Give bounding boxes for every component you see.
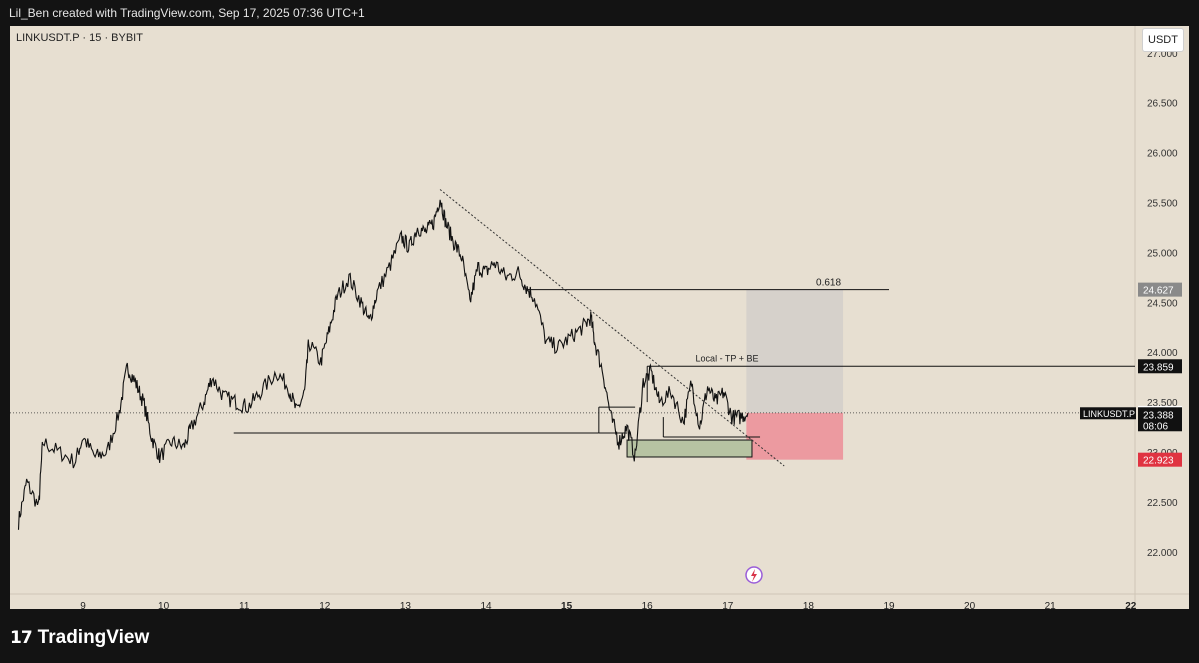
- fib-level-label: 0.618: [816, 278, 841, 289]
- y-tick-label: 22.000: [1147, 548, 1178, 559]
- demand-zone: [626, 439, 753, 458]
- y-tick-label: 27.000: [1147, 49, 1178, 60]
- y-tick-label: 24.000: [1147, 348, 1178, 359]
- tradingview-logo-icon: 17: [10, 628, 33, 648]
- y-tick-label: 23.500: [1147, 398, 1178, 409]
- last-price-tag-bg: [1138, 407, 1182, 432]
- x-tick-label: 11: [239, 601, 250, 609]
- y-tick-label: 22.500: [1147, 498, 1178, 509]
- tp-price-tag-bg: [1138, 359, 1182, 374]
- countdown-tag: 08:06: [1143, 421, 1168, 432]
- lightning-bolt-icon: [751, 569, 757, 582]
- fib-price-tag-bg: [1138, 282, 1182, 297]
- tp-price-tag: 23.859: [1143, 362, 1174, 373]
- stop-price-tag-bg: [1138, 452, 1182, 467]
- symbol-tag-bg: [1080, 407, 1136, 420]
- x-tick-label: 10: [158, 601, 170, 609]
- y-tick-label: 25.500: [1147, 199, 1178, 210]
- currency-button[interactable]: USDT: [1142, 28, 1184, 52]
- x-tick-label: 12: [319, 601, 331, 609]
- y-tick-label: 26.500: [1147, 99, 1178, 110]
- x-tick-label: 22: [1125, 601, 1137, 609]
- stop-zone: [746, 412, 844, 460]
- x-tick-label: 19: [883, 601, 895, 609]
- x-tick-label: 13: [400, 601, 412, 609]
- author-credit: Lil_Ben created with TradingView.com, Se…: [9, 6, 365, 20]
- fib-price-tag: 24.627: [1143, 286, 1174, 297]
- symbol-tag: LINKUSDT.P: [1083, 409, 1135, 419]
- y-tick-label: 25.000: [1147, 248, 1178, 259]
- top-bar: Lil_Ben created with TradingView.com, Se…: [0, 0, 1199, 26]
- y-tick-label: 24.500: [1147, 298, 1178, 309]
- x-tick-label: 15: [561, 601, 573, 609]
- x-tick-label: 21: [1045, 601, 1057, 609]
- stop-price-tag: 22.923: [1143, 456, 1174, 467]
- tradingview-logo[interactable]: 17 TradingView: [10, 627, 149, 649]
- last-price-tag: 23.388: [1143, 410, 1174, 421]
- y-tick-label: 26.000: [1147, 149, 1178, 160]
- x-tick-label: 17: [722, 601, 734, 609]
- price-line: [17, 199, 749, 530]
- bottom-bar: 17 TradingView: [0, 609, 1199, 663]
- x-tick-label: 9: [80, 601, 86, 609]
- x-tick-label: 18: [803, 601, 815, 609]
- x-tick-label: 20: [964, 601, 976, 609]
- brand-name: TradingView: [37, 627, 150, 648]
- tp-level-label: Local - TP + BE: [696, 353, 759, 363]
- x-tick-label: 16: [642, 601, 654, 609]
- x-tick-label: 14: [480, 601, 492, 609]
- trendline: [439, 189, 785, 467]
- symbol-line: LINKUSDT.P · 15 · BYBIT: [16, 32, 143, 44]
- target-zone: [746, 289, 844, 413]
